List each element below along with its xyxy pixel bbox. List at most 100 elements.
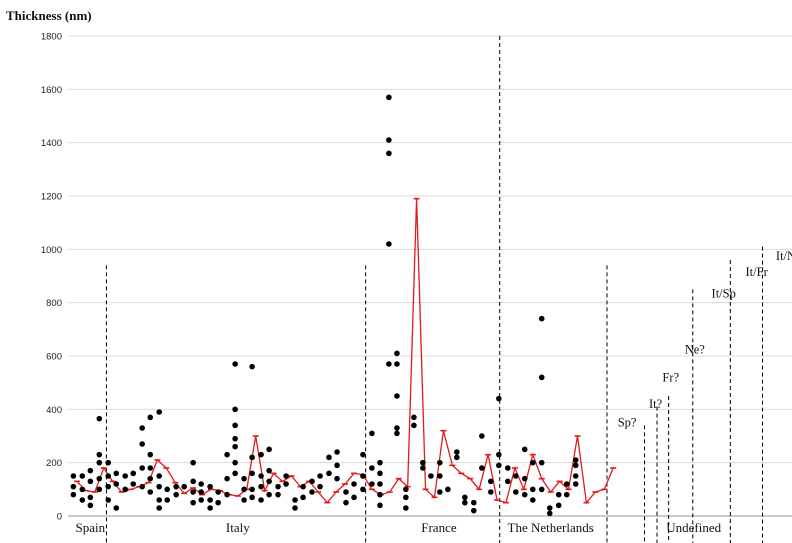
data-point xyxy=(190,489,196,495)
mean-line xyxy=(76,198,614,505)
data-point xyxy=(394,350,400,357)
data-point xyxy=(529,497,536,503)
data-point xyxy=(496,451,502,458)
data-point xyxy=(79,486,86,493)
data-point xyxy=(428,473,434,479)
data-point xyxy=(555,491,562,498)
data-point xyxy=(394,361,400,367)
data-point xyxy=(232,459,238,466)
data-point xyxy=(232,443,238,450)
group-label: Spain xyxy=(76,520,106,535)
data-point xyxy=(343,499,349,506)
data-point xyxy=(113,481,120,487)
data-point xyxy=(351,481,357,487)
data-point xyxy=(266,446,272,453)
data-point xyxy=(334,449,340,455)
data-point xyxy=(105,497,112,503)
data-point xyxy=(215,499,221,506)
data-point xyxy=(164,486,171,493)
data-point xyxy=(147,451,154,458)
data-point xyxy=(343,489,349,495)
data-point xyxy=(326,470,332,477)
annotation-labels: Sp? It? Fr? Ne? It/Sp It/Fr It/Ne xyxy=(618,249,792,430)
data-point xyxy=(164,497,171,503)
data-point xyxy=(496,462,502,469)
data-point xyxy=(266,467,272,474)
data-point xyxy=(326,454,332,461)
data-point xyxy=(309,478,315,485)
data-point xyxy=(96,459,103,466)
data-point xyxy=(156,497,162,503)
data-point xyxy=(513,489,519,495)
data-point xyxy=(462,499,468,506)
data-point xyxy=(122,486,129,493)
data-point xyxy=(275,491,281,498)
data-point xyxy=(487,489,494,495)
data-point xyxy=(334,462,340,469)
data-point xyxy=(96,451,103,458)
data-point xyxy=(224,475,230,482)
data-point xyxy=(266,491,272,498)
data-point xyxy=(292,505,298,511)
data-point xyxy=(386,241,392,247)
data-point xyxy=(207,483,213,490)
group-label: Italy xyxy=(226,520,250,535)
data-point xyxy=(258,483,264,490)
data-point xyxy=(496,395,502,402)
data-point xyxy=(173,491,179,498)
data-point xyxy=(334,475,340,482)
data-point xyxy=(190,478,196,485)
data-point xyxy=(156,483,162,490)
y-tick-label: 800 xyxy=(46,298,62,309)
y-tick-label: 1400 xyxy=(41,138,62,149)
data-point xyxy=(546,510,553,517)
data-point xyxy=(360,451,366,458)
data-point xyxy=(266,478,272,485)
data-point xyxy=(139,425,145,431)
group-label: The Netherlands xyxy=(508,520,594,535)
data-point xyxy=(241,475,247,482)
data-point xyxy=(369,465,375,471)
data-point xyxy=(258,451,264,458)
data-point xyxy=(147,414,154,421)
data-point xyxy=(369,481,375,487)
y-tick-label: 0 xyxy=(57,512,62,523)
data-point xyxy=(309,489,315,495)
data-point xyxy=(130,481,137,487)
data-point xyxy=(445,486,451,493)
data-point xyxy=(258,497,264,503)
data-point xyxy=(538,459,545,466)
data-point xyxy=(156,409,162,415)
data-point xyxy=(79,497,86,503)
y-tick-label: 1600 xyxy=(41,85,62,96)
data-point xyxy=(377,491,383,498)
annotation-label: It? xyxy=(649,397,663,411)
data-point xyxy=(394,430,400,437)
data-point xyxy=(198,481,204,487)
data-point xyxy=(300,494,306,501)
data-point xyxy=(386,150,392,157)
data-point xyxy=(521,491,528,498)
data-point xyxy=(232,422,238,429)
data-point xyxy=(529,459,536,466)
data-point xyxy=(232,406,238,413)
data-point xyxy=(249,454,255,461)
data-point xyxy=(105,459,112,466)
annotation-label: Fr? xyxy=(662,370,679,384)
data-point xyxy=(454,454,460,461)
data-point xyxy=(411,422,417,429)
data-point xyxy=(504,478,511,485)
data-point xyxy=(224,491,230,498)
data-point xyxy=(538,315,545,322)
data-point xyxy=(275,483,281,490)
data-point xyxy=(470,507,477,514)
data-point xyxy=(360,473,366,479)
data-point xyxy=(181,483,187,490)
data-point xyxy=(147,489,154,495)
data-point xyxy=(70,491,77,498)
data-point xyxy=(572,481,579,487)
data-point xyxy=(386,137,392,143)
y-tick-label: 1200 xyxy=(41,192,62,203)
data-points-series xyxy=(70,94,579,517)
annotation-label: Ne? xyxy=(685,342,706,356)
